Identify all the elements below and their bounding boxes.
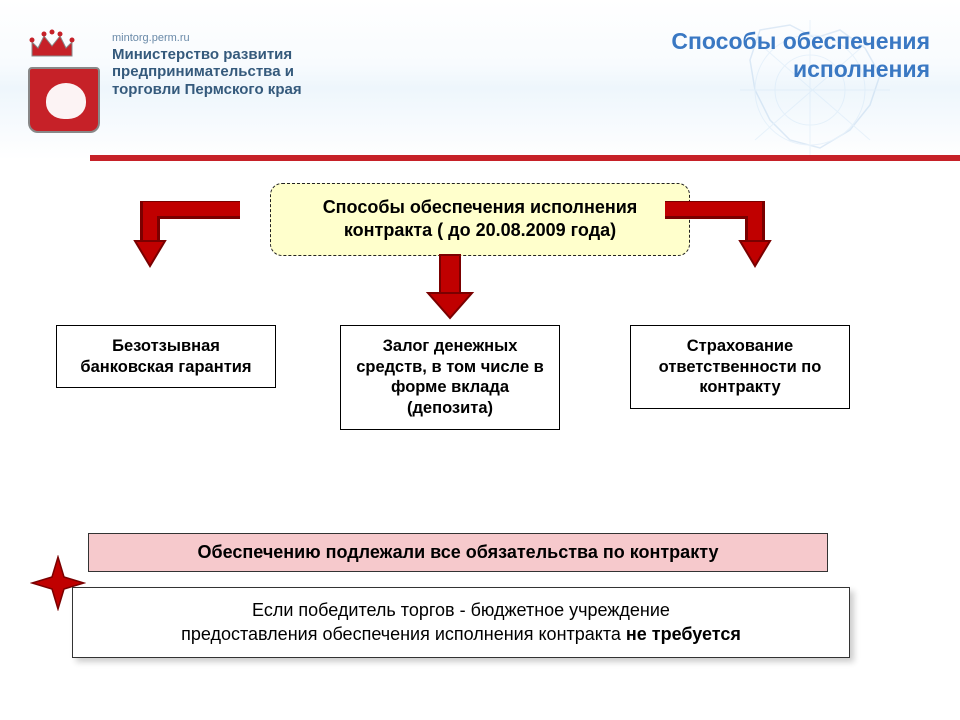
slide-title-line1: Способы обеспечения xyxy=(671,28,930,54)
white-note-line1: Если победитель торгов - бюджетное учреж… xyxy=(252,600,670,620)
arrow-down-icon xyxy=(420,253,480,323)
org-name: Министерство развития предпринимательств… xyxy=(112,46,342,98)
white-note-line2-pre: предоставления обеспечения исполнения ко… xyxy=(181,624,626,644)
org-text-block: mintorg.perm.ru Министерство развития пр… xyxy=(112,32,342,98)
arrow-left-elbow-icon xyxy=(130,201,250,271)
logo-block: mintorg.perm.ru Министерство развития пр… xyxy=(28,28,342,128)
methods-title-box: Способы обеспечения исполнения контракта… xyxy=(270,183,690,256)
option-box-guarantee: Безотзывная банковская гарантия xyxy=(56,325,276,388)
white-note-box: Если победитель торгов - бюджетное учреж… xyxy=(72,587,850,658)
slide-title-line2: исполнения xyxy=(793,56,930,82)
option-box-deposit: Залог денежных средств, в том числе в фо… xyxy=(340,325,560,430)
diagram-content: Способы обеспечения исполнения контракта… xyxy=(0,175,960,720)
arrow-right-elbow-icon xyxy=(655,201,775,271)
white-note-line2-bold: не требуется xyxy=(626,624,741,644)
perm-coat-of-arms-icon xyxy=(28,28,100,128)
pink-note-box: Обеспечению подлежали все обязательства … xyxy=(88,533,828,572)
slide-header: mintorg.perm.ru Министерство развития пр… xyxy=(0,0,960,160)
slide-title: Способы обеспечения исполнения xyxy=(671,28,930,83)
org-url: mintorg.perm.ru xyxy=(112,32,342,44)
header-red-divider xyxy=(90,155,960,161)
option-box-insurance: Страхование ответственности по контракту xyxy=(630,325,850,409)
